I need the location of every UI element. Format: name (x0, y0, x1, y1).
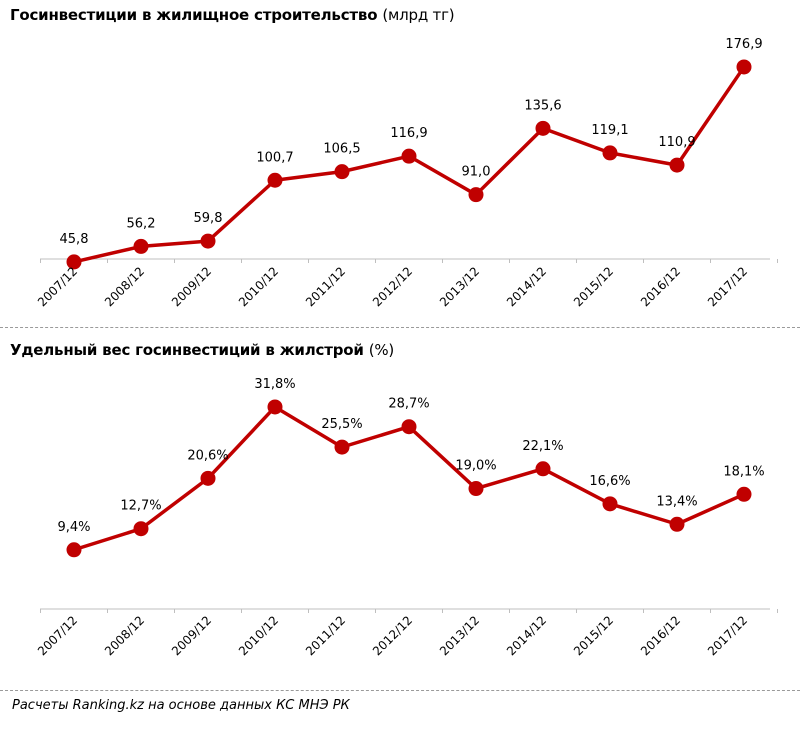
chart1-plot: 45,82007/1256,22008/1259,82009/12100,720… (35, 37, 778, 309)
chart2-point-2016/12 (669, 516, 685, 532)
chart2-category-label: 2016/12 (638, 613, 683, 658)
chart1-data-label: 119,1 (591, 123, 628, 138)
chart2-data-label: 9,4% (57, 520, 90, 535)
chart1-data-label: 135,6 (524, 98, 561, 113)
chart1-point-2008/12 (133, 238, 149, 254)
chart1-point-2009/12 (200, 233, 216, 249)
chart2-plot: 9,4% 2007/12 12,7% 2008/12 20,6% 2009/12 31,8%… (35, 377, 778, 658)
chart1-point-2012/12 (401, 148, 417, 164)
chart2-data-label: 16,6% (589, 474, 630, 489)
chart2-category-label: 2007/12 (35, 613, 80, 658)
source-note: Расчеты Ranking.kz на основе данных КС М… (12, 698, 350, 713)
chart2-point-2015/12 (602, 496, 618, 512)
chart2-category-label: 2013/12 (437, 613, 482, 658)
chart2-point-2011/12 (334, 439, 350, 455)
chart1-data-label: 100,7 (256, 150, 293, 165)
chart2-point-2010/12 (267, 399, 283, 415)
chart1-point-2013/12 (468, 187, 484, 203)
footer-separator (0, 690, 800, 691)
chart2-category-label: 2012/12 (370, 613, 415, 658)
chart2-title-unit: (%) (368, 341, 395, 359)
chart1-point-2017/12 (736, 59, 752, 75)
chart1-point-2007/12 (66, 254, 82, 270)
chart2-point-2012/12 (401, 419, 417, 435)
chart1-data-label: 176,9 (725, 37, 762, 52)
chart1-title-unit: (млрд тг) (382, 6, 455, 24)
chart2-data-label: 22,1% (522, 439, 563, 454)
chart2-data-label: 31,8% (254, 377, 295, 392)
chart2-point-2008/12 (133, 521, 149, 537)
chart1-title: Госинвестиции в жилищное строительство (… (10, 6, 455, 24)
chart2-category-label: 2010/12 (236, 613, 281, 658)
chart1-data-label: 45,8 (60, 232, 89, 247)
chart2-point-2009/12 (200, 470, 216, 486)
chart1-data-label: 110,9 (658, 135, 695, 150)
chart2-category-label: 2009/12 (169, 613, 214, 658)
chart2-point-2007/12 (66, 542, 82, 558)
chart1-point-2010/12 (267, 172, 283, 188)
chart1-data-label: 59,8 (194, 211, 223, 226)
chart2-data-label: 25,5% (321, 417, 362, 432)
chart1-title-main: Госинвестиции в жилищное строительство (10, 6, 378, 24)
chart2-point-2014/12 (535, 461, 551, 477)
chart2-data-label: 12,7% (120, 499, 161, 514)
chart1-point-2016/12 (669, 157, 685, 173)
chart1-point-2011/12 (334, 164, 350, 180)
chart1-data-label: 56,2 (127, 216, 156, 231)
chart2-data-label: 19,0% (455, 459, 496, 474)
chart2-point-2013/12 (468, 481, 484, 497)
chart1-point-2014/12 (535, 120, 551, 136)
chart2-title-main: Удельный вес госинвестиций в жилстрой (10, 341, 364, 359)
section-separator (0, 327, 800, 328)
chart2-category-label: 2011/12 (303, 613, 348, 658)
chart2-category-label: 2015/12 (571, 613, 616, 658)
chart2-category-label: 2014/12 (504, 613, 549, 658)
chart2-category-label: 2008/12 (102, 613, 147, 658)
chart1-point-2015/12 (602, 145, 618, 161)
chart2-data-label: 18,1% (723, 464, 764, 479)
chart2-data-label: 13,4% (656, 494, 697, 509)
chart1-data-label: 106,5 (323, 142, 360, 157)
chart1-data-label: 91,0 (462, 165, 491, 180)
chart2-category-label: 2017/12 (705, 613, 750, 658)
chart2-data-label: 28,7% (388, 397, 429, 412)
chart2-point-2017/12 (736, 486, 752, 502)
chart2-data-label: 20,6% (187, 448, 228, 463)
chart2-title: Удельный вес госинвестиций в жилстрой (%… (10, 341, 394, 359)
chart1-data-label: 116,9 (390, 126, 427, 141)
